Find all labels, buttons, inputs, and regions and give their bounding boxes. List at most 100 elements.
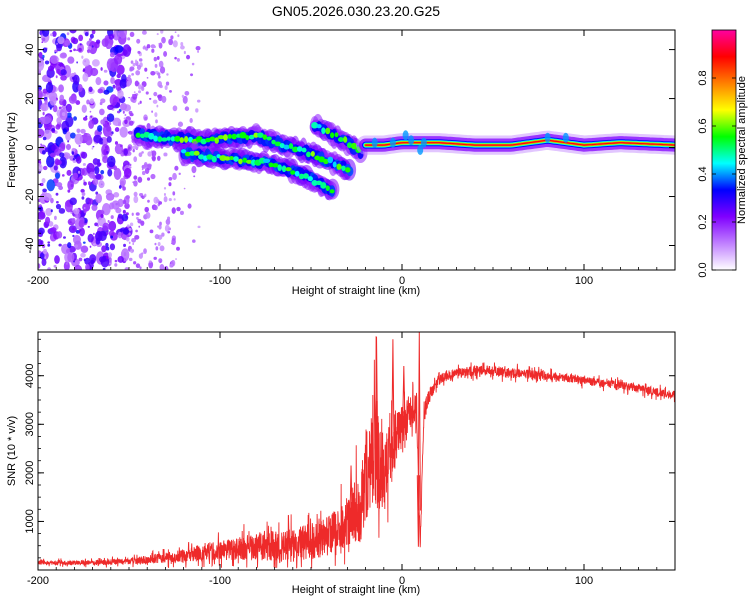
- noise-blob: [133, 195, 139, 204]
- noise-blob: [117, 256, 124, 263]
- noise-blob: [163, 186, 167, 190]
- noise-blob: [69, 30, 77, 34]
- noise-blob: [127, 37, 131, 41]
- noise-blob: [168, 176, 173, 181]
- noise-blob: [153, 256, 157, 260]
- noise-blob: [98, 180, 105, 189]
- noise-blob: [136, 38, 141, 44]
- noise-blob: [168, 198, 172, 202]
- noise-blob: [55, 203, 62, 210]
- noise-blob: [67, 180, 75, 191]
- noise-blob: [46, 155, 55, 168]
- noise-blob: [164, 224, 170, 232]
- noise-blob: [74, 248, 76, 251]
- noise-blob: [159, 245, 165, 252]
- noise-blob: [133, 261, 137, 265]
- noise-blob: [95, 173, 102, 180]
- noise-blob: [78, 144, 81, 148]
- noise-blob: [66, 169, 72, 176]
- noise-blob: [114, 45, 124, 53]
- noise-blob: [66, 112, 72, 118]
- noise-blob: [135, 212, 140, 216]
- noise-blob: [98, 209, 105, 216]
- noise-blob: [138, 84, 142, 90]
- noise-blob: [136, 64, 142, 71]
- noise-blob: [58, 208, 66, 214]
- noise-blob: [139, 100, 142, 104]
- noise-blob: [100, 119, 106, 125]
- track-peak: [262, 134, 268, 140]
- noise-blob: [41, 37, 46, 42]
- spectrogram-y-axis-label: Frequency (Hz): [6, 112, 18, 188]
- snr-spike: [374, 336, 379, 449]
- noise-blob: [73, 208, 80, 215]
- noise-blob: [66, 32, 70, 36]
- track-peak: [323, 158, 329, 165]
- noise-blob: [80, 188, 85, 193]
- noise-blob: [54, 51, 57, 54]
- noise-blob: [83, 179, 86, 183]
- track-peak: [334, 132, 339, 138]
- noise-blob: [66, 263, 68, 265]
- noise-blob: [47, 241, 51, 244]
- track-peak: [341, 165, 346, 171]
- noise-blob: [100, 98, 106, 104]
- noise-blob: [67, 252, 75, 263]
- noise-blob: [100, 169, 105, 175]
- noise-blob: [44, 60, 50, 65]
- noise-blob: [61, 174, 65, 177]
- noise-blob: [148, 260, 154, 269]
- noise-blob: [76, 61, 78, 64]
- colorbar-tick-label: 0.0: [697, 262, 709, 277]
- noise-blob: [50, 55, 59, 64]
- track-peak: [296, 146, 303, 152]
- noise-blob: [38, 51, 43, 59]
- noise-blob: [123, 252, 127, 257]
- noise-blob: [134, 234, 140, 240]
- noise-blob: [42, 165, 48, 171]
- noise-blob: [61, 104, 67, 110]
- noise-blob: [59, 94, 65, 102]
- noise-blob: [153, 45, 157, 49]
- noise-blob: [81, 191, 86, 196]
- noise-blob: [123, 117, 127, 120]
- noise-blob: [141, 86, 145, 92]
- noise-blob: [78, 219, 85, 228]
- noise-blob: [116, 110, 121, 114]
- noise-blob: [195, 108, 199, 113]
- noise-blob: [153, 56, 157, 62]
- noise-blob: [64, 40, 71, 46]
- snr-frame: [37, 331, 676, 571]
- noise-blob: [126, 80, 131, 87]
- snr-y-tick-label: 2000: [24, 461, 36, 485]
- track-peak: [332, 161, 337, 168]
- noise-blob: [105, 255, 109, 259]
- noise-blob: [120, 103, 126, 111]
- noise-blob: [38, 211, 46, 220]
- track-peak: [170, 136, 176, 142]
- noise-blob: [91, 59, 100, 67]
- noise-blob: [140, 195, 143, 198]
- noise-blob: [97, 88, 104, 94]
- track-glitch: [389, 137, 396, 148]
- noise-blob: [82, 162, 86, 166]
- noise-blob: [163, 265, 169, 270]
- noise-blob: [168, 182, 172, 187]
- noise-blob: [123, 148, 129, 156]
- noise-blob: [103, 149, 108, 155]
- colorbar-gradient: [711, 29, 737, 271]
- colorbar-tick-label: 0.6: [697, 118, 709, 133]
- noise-blob: [55, 75, 58, 79]
- noise-blob: [108, 230, 115, 237]
- noise-blob: [129, 222, 134, 227]
- noise-blob: [137, 176, 143, 183]
- noise-blob: [132, 145, 137, 150]
- noise-blob: [71, 76, 75, 80]
- noise-blob: [184, 106, 190, 111]
- noise-blob: [42, 136, 47, 141]
- noise-blob: [193, 175, 196, 178]
- noise-blob: [147, 151, 153, 157]
- noise-blob: [144, 67, 148, 72]
- noise-blob: [154, 234, 160, 240]
